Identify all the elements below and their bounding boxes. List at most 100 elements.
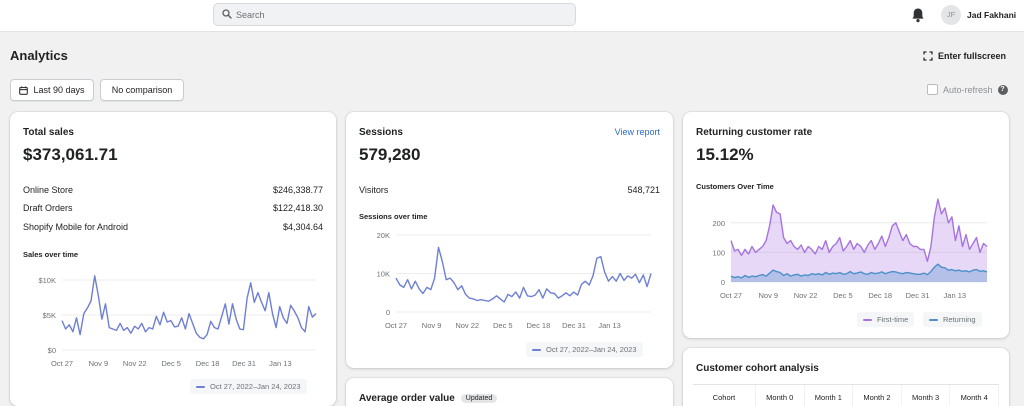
view-report-link[interactable]: View report	[614, 127, 660, 137]
legend-line-icon	[929, 318, 938, 321]
x-tick-label: Nov 9	[89, 359, 109, 368]
visitors-value: 548,721	[627, 185, 660, 195]
customers-over-time-chart: 0 100 200 Oct 27 Nov 9 Nov 22 Dec 5 Dec 18 Dec 3…	[712, 198, 988, 300]
notification-bell-icon[interactable]	[911, 7, 925, 23]
customer-cohort-card: Customer cohort analysis Cohort Month 0 …	[683, 348, 1009, 406]
legend-line-icon	[196, 385, 205, 388]
breakdown-label: Draft Orders	[23, 203, 73, 213]
date-range-button[interactable]: Last 90 days	[10, 79, 94, 101]
x-tick-label: Nov 9	[759, 291, 779, 300]
breakdown-value: $4,304.64	[282, 222, 323, 232]
sessions-chart-title: Sessions over time	[359, 212, 428, 221]
visitors-row: Visitors 548,721	[359, 185, 660, 195]
cohort-column-header: Cohort	[693, 385, 756, 406]
x-tick-label: Jan 13	[269, 359, 292, 368]
breakdown-label: Online Store	[23, 185, 74, 195]
cohort-title: Customer cohort analysis	[696, 363, 819, 374]
sales-breakdown-row: Online Store $246,338.77	[23, 185, 323, 195]
x-tick-label: Oct 27	[385, 321, 407, 330]
y-tick-label: $10K	[38, 276, 56, 285]
series-line	[395, 246, 652, 303]
total-sales-title: Total sales	[23, 127, 74, 138]
fullscreen-icon	[923, 51, 933, 61]
returning-legend[interactable]: Returning	[923, 312, 982, 327]
series-line	[730, 263, 988, 279]
auto-refresh-control: Auto-refresh ?	[927, 84, 1008, 95]
updated-badge: Updated	[460, 394, 498, 403]
comparison-button[interactable]: No comparison	[100, 79, 184, 101]
x-tick-label: Nov 9	[422, 321, 442, 330]
returning-customer-card: Returning customer rate 15.12% Customers…	[683, 112, 1009, 338]
sales-legend-label: Oct 27, 2022–Jan 24, 2023	[210, 382, 301, 391]
y-tick-label: 0	[721, 278, 725, 287]
returning-legend-label: Returning	[943, 315, 976, 324]
cohort-column-header: Month 0	[756, 385, 805, 406]
total-sales-value: $373,061.71	[23, 145, 118, 164]
y-tick-label: $0	[48, 346, 56, 355]
search-input[interactable]	[236, 6, 566, 23]
sessions-legend-label: Oct 27, 2022–Jan 24, 2023	[546, 345, 637, 354]
cohort-column-header: Month 4	[950, 385, 1000, 406]
average-order-value-card: Average order value Updated	[346, 378, 673, 406]
user-avatar[interactable]: JF	[941, 5, 961, 25]
auto-refresh-label: Auto-refresh	[943, 84, 993, 95]
x-tick-label: Dec 18	[527, 321, 551, 330]
first-time-legend[interactable]: First-time	[857, 312, 915, 327]
x-tick-label: Dec 5	[493, 321, 513, 330]
user-name[interactable]: Jad Fakhani	[967, 10, 1017, 20]
cohort-table-header: Cohort Month 0 Month 1 Month 2 Month 3 M…	[693, 384, 1000, 406]
sales-breakdown-row: Draft Orders $122,418.30	[23, 203, 323, 213]
visitors-label: Visitors	[359, 185, 389, 195]
first-time-legend-label: First-time	[877, 315, 909, 324]
breakdown-value: $246,338.77	[272, 185, 323, 195]
y-tick-label: $5K	[43, 311, 56, 320]
page-title: Analytics	[10, 48, 68, 63]
sessions-card: Sessions View report 579,280 Visitors 54…	[346, 112, 673, 368]
sessions-title: Sessions	[359, 127, 403, 138]
x-tick-label: Nov 22	[123, 359, 147, 368]
aov-title: Average order value Updated	[359, 393, 498, 404]
y-tick-label: 0	[386, 308, 390, 317]
total-sales-card: Total sales $373,061.71 Online Store $24…	[10, 112, 336, 406]
sales-legend[interactable]: Oct 27, 2022–Jan 24, 2023	[190, 379, 307, 394]
search-icon	[222, 9, 232, 19]
legend-line-icon	[863, 318, 872, 321]
returning-value: 15.12%	[696, 145, 754, 164]
sales-over-time-chart: $0 $5K $10K Oct 27 Nov 9 Nov 22 Dec 5 Dec 18 Dec…	[38, 275, 317, 368]
sessions-legend[interactable]: Oct 27, 2022–Jan 24, 2023	[526, 342, 643, 357]
series-line	[61, 275, 317, 340]
top-bar: JF Jad Fakhani	[0, 0, 1024, 32]
x-tick-label: Dec 18	[868, 291, 892, 300]
returning-title: Returning customer rate	[696, 127, 813, 138]
y-tick-label: 100	[712, 248, 725, 257]
search-bar[interactable]	[213, 3, 576, 26]
calendar-icon	[19, 85, 29, 95]
x-tick-label: Jan 13	[944, 291, 967, 300]
sales-chart-title: Sales over time	[23, 250, 79, 259]
series-line	[730, 198, 988, 262]
x-tick-label: Dec 5	[833, 291, 853, 300]
aov-title-text: Average order value	[359, 393, 455, 404]
auto-refresh-checkbox[interactable]	[927, 84, 938, 95]
customers-chart-title: Customers Over Time	[696, 182, 774, 191]
sales-breakdown-row: Shopify Mobile for Android $4,304.64	[23, 222, 323, 232]
x-tick-label: Dec 31	[232, 359, 256, 368]
y-tick-label: 20K	[377, 231, 390, 240]
comparison-label: No comparison	[111, 85, 173, 95]
enter-fullscreen-button[interactable]: Enter fullscreen	[923, 49, 1006, 63]
cohort-column-header: Month 1	[805, 385, 854, 406]
y-tick-label: 10K	[377, 270, 390, 279]
x-tick-label: Dec 18	[196, 359, 220, 368]
breakdown-value: $122,418.30	[272, 203, 323, 213]
x-tick-label: Jan 13	[598, 321, 621, 330]
x-tick-label: Nov 22	[794, 291, 818, 300]
cohort-column-header: Month 3	[902, 385, 951, 406]
fullscreen-label: Enter fullscreen	[938, 51, 1007, 61]
cohort-column-header: Month 2	[853, 385, 902, 406]
sessions-over-time-chart: 0 10K 20K Oct 27 Nov 9 Nov 22 Dec 5 Dec 18 Dec 3…	[377, 231, 652, 330]
help-icon[interactable]: ?	[997, 84, 1008, 95]
x-tick-label: Nov 22	[455, 321, 479, 330]
x-tick-label: Oct 27	[51, 359, 73, 368]
x-tick-label: Oct 27	[720, 291, 742, 300]
series-area	[731, 199, 987, 282]
